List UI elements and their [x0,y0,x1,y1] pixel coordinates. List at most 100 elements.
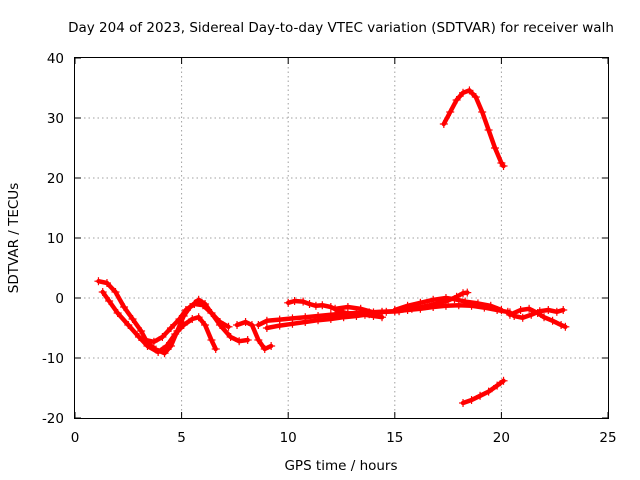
data-point [499,162,508,170]
data-point [288,319,297,328]
y-tick-label: 30 [47,111,64,127]
series-arc-g [284,297,387,322]
data-point [429,295,438,304]
y-tick-label: 20 [47,171,64,187]
data-point [275,321,284,330]
data-point [518,313,527,322]
data-point [478,108,487,116]
y-tick-label: 40 [47,51,64,67]
data-point [544,306,553,314]
data-point [190,300,199,308]
data-point [290,297,299,305]
data-point [473,299,482,308]
data-point [158,333,167,341]
data-point [378,313,387,322]
data-point [467,396,476,404]
data-point [486,301,495,310]
data-point [120,303,129,311]
data-point [94,277,103,286]
series-arc-k [459,376,508,407]
data-point [301,318,310,326]
chart-title: Day 204 of 2023, Sidereal Day-to-day VTE… [68,20,614,36]
series-arc-d [233,318,276,353]
data-point [454,301,463,310]
series-arc-m [505,304,570,331]
data-point [476,391,485,400]
data-point [548,316,557,325]
data-point [484,126,493,134]
plot-frame [74,57,609,419]
data-point [160,349,169,358]
data-point [459,399,468,407]
data-point [134,333,143,341]
grid [75,58,608,418]
data-point [471,93,480,101]
data-point [143,342,152,350]
data-point [198,301,207,310]
data-point [149,337,158,346]
data-point [224,322,233,331]
data-point [188,315,197,323]
data-point [441,294,450,302]
data-point [262,316,271,325]
data-point [416,298,425,307]
data-point [299,297,308,306]
data-point [331,304,340,313]
data-point [201,321,210,329]
data-point [154,348,163,356]
y-axis-label: SDTVAR / TECUs [6,183,22,293]
data-point [343,303,352,311]
data-point [260,345,269,353]
data-point [243,336,252,344]
data-point [166,324,175,332]
data-point [241,318,250,326]
data-point [552,307,561,316]
data-point [505,310,514,319]
x-tick-label: 15 [386,430,403,446]
data-point [390,306,399,314]
data-point [235,337,244,346]
data-point [326,303,335,311]
data-traces [94,86,570,407]
axis-ticks: 0 5 10 15 20 25 -20 -10 0 10 20 30 40 [42,51,617,446]
data-point [439,120,448,128]
data-point [463,288,472,297]
data-point [461,297,470,306]
data-point [533,309,542,317]
data-point [211,345,220,353]
data-point [137,327,146,335]
data-point [267,342,276,350]
data-point [484,387,493,396]
data-point [318,301,327,310]
data-point [128,315,137,323]
data-point [561,322,570,331]
y-tick-label: 10 [47,231,64,247]
data-point [262,324,271,332]
data-point [559,306,568,314]
data-point [446,108,455,116]
data-point [207,336,216,344]
x-axis-label: GPS time / hours [284,458,397,474]
data-point [525,304,534,313]
series-arc-j [439,86,508,170]
y-tick-label: 0 [55,291,64,307]
data-point [254,321,263,329]
data-point [105,297,114,305]
data-point [459,88,468,97]
data-point [305,300,314,308]
data-point [162,342,171,350]
data-point [493,381,502,390]
data-point [452,96,461,104]
series-arc-i [390,294,506,314]
data-point [226,333,235,341]
data-point [141,336,150,344]
data-point [254,336,263,344]
data-point [403,301,412,310]
series-line [441,88,506,169]
y-tick-label: -10 [42,351,64,367]
data-point [207,309,216,317]
y-tick-label: -20 [42,411,64,427]
data-point [497,306,506,314]
data-point [382,307,391,316]
